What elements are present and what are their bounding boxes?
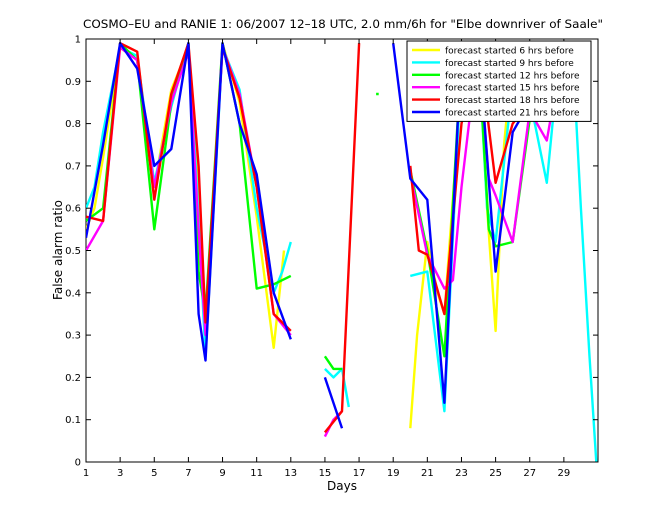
chart-title: COSMO–EU and RANIE 1: 06/2007 12–18 UTC,… xyxy=(83,17,603,31)
x-axis-label: Days xyxy=(327,479,357,493)
x-tick-label: 23 xyxy=(455,468,468,479)
legend-entry-1: forecast started 9 hrs before xyxy=(445,59,574,69)
legend-entry-4: forecast started 18 hrs before xyxy=(445,96,580,106)
x-tick-label: 29 xyxy=(557,468,570,479)
x-tick-label: 21 xyxy=(421,468,434,479)
x-axis: 1 3 5 7 9 11 13 15 17 19 21 23 25 27 29 xyxy=(83,39,570,479)
legend-box xyxy=(406,40,592,122)
y-tick-label: 0.6 xyxy=(65,204,81,215)
y-tick-label: 0.9 xyxy=(65,77,81,88)
x-tick-label: 13 xyxy=(284,468,297,479)
legend-entry-5: forecast started 21 hrs before xyxy=(445,109,580,119)
legend-entry-3: forecast started 15 hrs before xyxy=(445,84,580,94)
y-tick-label: 0.1 xyxy=(65,415,81,426)
x-tick-label: 19 xyxy=(387,468,400,479)
x-tick-label: 3 xyxy=(117,468,123,479)
y-tick-label: 0.5 xyxy=(65,246,81,257)
y-axis: 0 0.1 0.2 0.3 0.4 0.5 0.6 0.7 0.8 0.9 1 xyxy=(65,35,598,469)
legend-entry-0: forecast started 6 hrs before xyxy=(445,47,574,57)
y-axis-label: False alarm ratio xyxy=(51,200,65,300)
x-tick-label: 25 xyxy=(489,468,502,479)
x-tick-label: 27 xyxy=(523,468,536,479)
legend-entry-2: forecast started 12 hrs before xyxy=(445,71,580,81)
x-tick-label: 17 xyxy=(353,468,366,479)
x-tick-label: 7 xyxy=(185,468,191,479)
x-tick-label: 1 xyxy=(83,468,89,479)
y-tick-label: 0.7 xyxy=(65,161,81,172)
y-tick-label: 0.4 xyxy=(65,288,81,299)
y-tick-label: 0.3 xyxy=(65,331,81,342)
y-tick-label: 0.8 xyxy=(65,119,81,130)
x-tick-label: 15 xyxy=(319,468,332,479)
x-tick-label: 11 xyxy=(250,468,263,479)
x-tick-label: 5 xyxy=(151,468,157,479)
x-tick-label: 9 xyxy=(219,468,225,479)
y-tick-label: 0.2 xyxy=(65,373,81,384)
y-tick-label: 0 xyxy=(75,458,81,469)
legend: forecast started 6 hrs before forecast st… xyxy=(406,40,592,122)
y-tick-label: 1 xyxy=(75,35,81,46)
